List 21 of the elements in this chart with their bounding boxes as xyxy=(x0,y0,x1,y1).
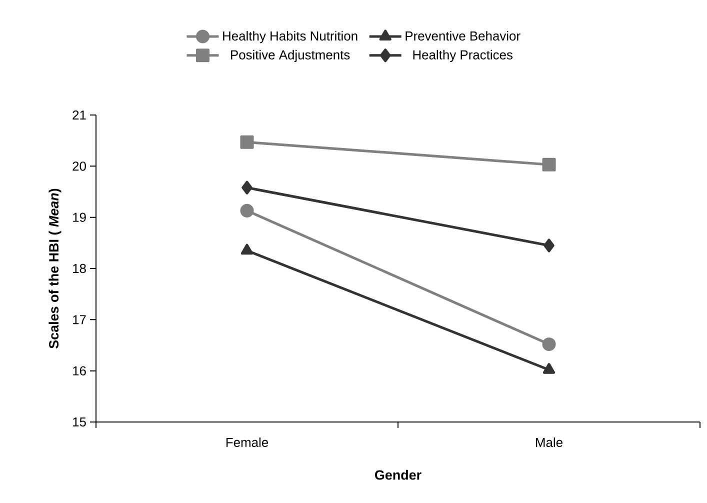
legend-label: Positive Adjustments xyxy=(231,50,350,62)
point xyxy=(544,238,554,252)
x-axis-title: Gender xyxy=(375,470,422,480)
y-tick-label: 19 xyxy=(73,212,86,222)
point xyxy=(240,135,254,149)
y-tick-label: 15 xyxy=(73,417,86,427)
y-tick-label: 18 xyxy=(73,264,86,274)
point xyxy=(240,204,254,218)
point xyxy=(542,158,556,172)
legend-label: Healthy Habits Nutrition xyxy=(223,31,358,44)
point xyxy=(542,337,556,351)
y-tick-label: 16 xyxy=(73,366,86,376)
point xyxy=(242,180,252,194)
y-axis-title: Scales of the HBI ( Mean) xyxy=(48,188,62,348)
x-tick-label: Male xyxy=(536,438,562,448)
x-tick-label: Female xyxy=(226,438,268,448)
legend-label: Healthy Practices xyxy=(413,50,513,62)
legend-label: Preventive Behavior xyxy=(406,31,520,41)
y-tick-label: 17 xyxy=(73,315,86,324)
y-tick-label: 21 xyxy=(72,110,86,120)
y-tick-label: 20 xyxy=(72,162,86,171)
